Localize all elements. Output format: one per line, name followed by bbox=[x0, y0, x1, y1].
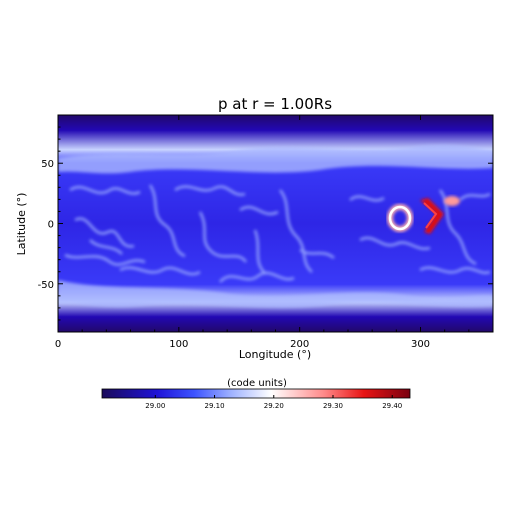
heatmap bbox=[58, 115, 493, 332]
x-tick-label: 100 bbox=[169, 339, 188, 350]
colorbar-tick-label: 29.30 bbox=[323, 402, 343, 410]
y-tick-label: -50 bbox=[38, 280, 54, 291]
colorbar-tick-label: 29.20 bbox=[264, 402, 284, 410]
x-tick-label: 0 bbox=[55, 339, 61, 350]
y-tick-label: 0 bbox=[48, 220, 54, 231]
colorbar-tick-label: 29.00 bbox=[145, 402, 165, 410]
x-axis: 0 100 200 300 bbox=[55, 115, 470, 350]
x-axis-label: Longitude (°) bbox=[239, 348, 311, 361]
x-tick-label: 200 bbox=[290, 339, 309, 350]
colorbar bbox=[101, 388, 411, 399]
chart-title: p at r = 1.00Rs bbox=[218, 95, 332, 113]
y-axis-label: Latitude (°) bbox=[15, 193, 28, 256]
y-axis: 50 0 -50 bbox=[38, 126, 493, 321]
y-tick-label: 50 bbox=[41, 159, 54, 170]
x-tick-label: 300 bbox=[411, 339, 430, 350]
colorbar-tick-label: 29.40 bbox=[382, 402, 402, 410]
colorbar-tick-label: 29.10 bbox=[205, 402, 225, 410]
colorbar-label: (code units) bbox=[227, 378, 287, 389]
colorbar-ticks: 29.00 29.10 29.20 29.30 29.40 bbox=[145, 395, 402, 410]
